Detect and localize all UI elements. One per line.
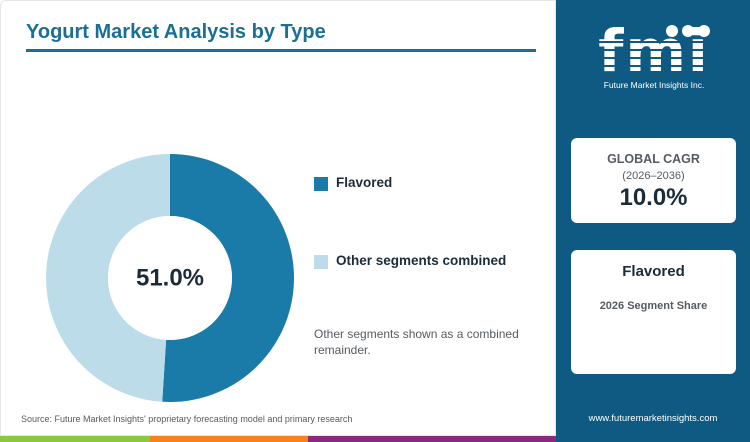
donut-slice-flavored [162, 154, 295, 402]
segment-card: Flavored 2026 Segment Share [571, 250, 736, 374]
website-link[interactable]: www.futuremarketinsights.com [588, 413, 718, 424]
cagr-label: GLOBAL CAGR [607, 152, 700, 166]
donut-center-label: 51.0% [136, 265, 204, 292]
cagr-card: GLOBAL CAGR (2026–2036) 10.0% [571, 138, 736, 223]
donut-hole [108, 216, 232, 340]
chart-note: Other segments shown as a combined remai… [314, 327, 519, 357]
segment-caption: 2026 Segment Share [599, 300, 708, 312]
chart-title: Yogurt Market Analysis by Type [26, 21, 326, 43]
legend-label-other: Other segments combined [336, 253, 507, 268]
cagr-value: 10.0% [619, 184, 688, 211]
legend-label-flavored: Flavored [336, 175, 393, 190]
logo-tagline: Future Market Insights Inc. [603, 80, 705, 90]
chart-panel: Yogurt Market Analysis by Type 51.0% Fla… [0, 0, 556, 436]
logo-stripes [584, 41, 724, 67]
cagr-period: (2026–2036) [622, 170, 685, 182]
title-underline [26, 49, 536, 52]
bottom-bar-orange [150, 436, 308, 442]
legend-swatch-other [314, 255, 328, 269]
logo-faces-icon [666, 25, 710, 37]
bottom-bar-green [0, 436, 150, 442]
bottom-color-bar [0, 436, 556, 442]
source-text: Source: Future Market Insights' propriet… [21, 414, 353, 424]
fmi-logo: fmi [584, 17, 724, 85]
bottom-bar-purple [308, 436, 556, 442]
side-panel: fmi Future Market Insights Inc. GLOBAL C… [556, 0, 750, 442]
segment-name: Flavored [622, 263, 685, 280]
legend-swatch-flavored [314, 177, 328, 191]
donut-chart: 51.0% [46, 154, 295, 402]
